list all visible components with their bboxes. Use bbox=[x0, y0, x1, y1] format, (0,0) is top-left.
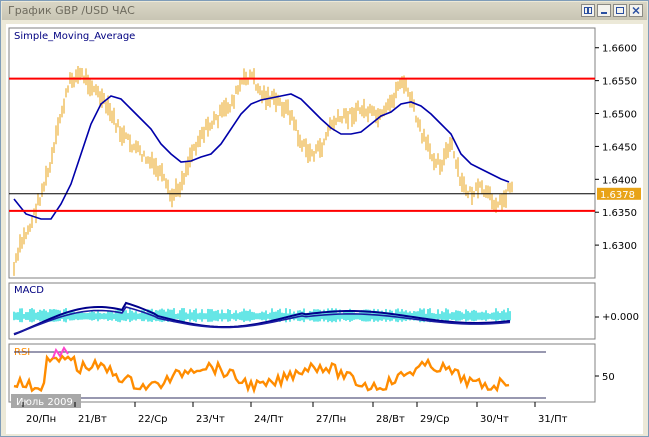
time-tick-label: 23/Чт bbox=[196, 414, 225, 425]
macd-signal-line bbox=[13, 306, 511, 335]
window-title: График GBP /USD ЧАС bbox=[8, 4, 135, 17]
time-tick-label: 29/Ср bbox=[420, 414, 449, 425]
price-tick-label: 1.6600 bbox=[602, 44, 637, 55]
price-tick-label: 1.6500 bbox=[602, 110, 637, 121]
time-tick-label: 21/Вт bbox=[78, 414, 107, 425]
macd-main-line bbox=[13, 301, 511, 336]
minimize-icon[interactable] bbox=[597, 4, 611, 17]
title-bar[interactable]: График GBP /USD ЧАС bbox=[2, 2, 647, 20]
period-badge bbox=[11, 394, 81, 408]
price-tick-label: 1.6400 bbox=[602, 175, 637, 186]
time-tick-label: 20/Пн bbox=[26, 414, 56, 425]
time-tick-label: 31/Пт bbox=[538, 414, 568, 425]
macd-panel: MACD +0.000 bbox=[8, 282, 639, 340]
time-tick-label: 28/Вт bbox=[376, 414, 405, 425]
current-price-tag bbox=[597, 187, 641, 200]
moving-average-line bbox=[13, 93, 510, 220]
macd-panel-title: MACD bbox=[14, 285, 44, 296]
time-tick-label: 30/Чт bbox=[480, 414, 509, 425]
price-tick-label: 1.6450 bbox=[602, 142, 637, 153]
time-tick-label: 24/Пт bbox=[254, 414, 284, 425]
time-tick-label: 27/Пн bbox=[316, 414, 346, 425]
chart-canvas[interactable]: Simple_Moving_Average 1.6600 1.6550 1.6500… bbox=[6, 24, 643, 434]
price-ticks: 1.6600 1.6550 1.6500 1.6450 1.6400 1.6350 1.63… bbox=[595, 44, 637, 252]
tile-icon[interactable] bbox=[581, 4, 595, 17]
price-tick-label: 1.6350 bbox=[602, 208, 637, 219]
price-panel-title: Simple_Moving_Average bbox=[14, 31, 135, 42]
close-icon[interactable] bbox=[629, 4, 643, 17]
time-axis: 20/Пн 21/Вт 22/Ср 23/Чт 24/Пт 27/Пн 28/Вт 29/Ср… bbox=[22, 402, 568, 425]
macd-zero-label: +0.000 bbox=[602, 312, 639, 323]
price-bars bbox=[13, 66, 513, 276]
rsi-50-label: 50 bbox=[602, 372, 615, 383]
period-badge-label: Июль 2009 bbox=[16, 397, 73, 408]
price-tick-label: 1.6300 bbox=[602, 241, 637, 252]
rsi-line bbox=[13, 354, 510, 395]
time-tick-label: 22/Ср bbox=[138, 414, 167, 425]
rsi-panel: RSI 50 Июль 2009 bbox=[8, 343, 615, 408]
current-price-label: 1.6378 bbox=[600, 190, 635, 201]
price-panel: Simple_Moving_Average 1.6600 1.6550 1.6500… bbox=[8, 27, 641, 279]
restore-icon[interactable] bbox=[613, 4, 627, 17]
rsi-overbought-segment bbox=[52, 346, 69, 359]
price-tick-label: 1.6550 bbox=[602, 77, 637, 88]
chart-area[interactable]: Simple_Moving_Average 1.6600 1.6550 1.6500… bbox=[6, 24, 643, 434]
